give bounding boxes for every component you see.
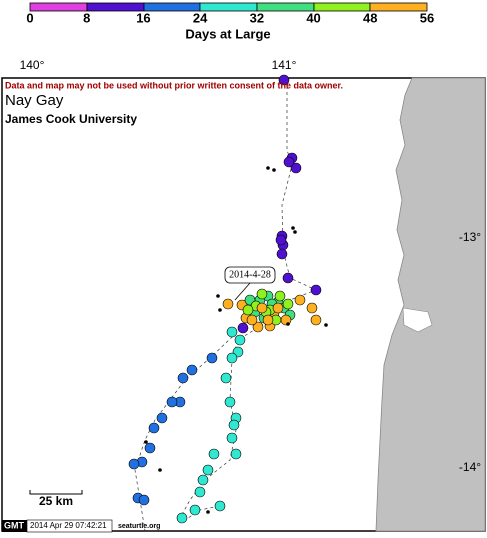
position [197, 474, 209, 486]
position [282, 298, 294, 310]
position [226, 432, 238, 444]
inlet [402, 307, 433, 333]
position [177, 372, 189, 384]
notice: Data and map may not be used without pri… [5, 80, 343, 90]
gmt-box [2, 520, 27, 532]
position [166, 396, 178, 408]
colorbar-tick: 32 [250, 10, 264, 25]
timestamp-box [26, 519, 113, 533]
fix [266, 166, 270, 170]
position [144, 442, 156, 454]
fix [216, 294, 220, 298]
fix [286, 322, 290, 326]
position [310, 314, 322, 326]
fix [293, 230, 297, 234]
fix [218, 308, 222, 312]
position [230, 448, 242, 460]
position [214, 500, 226, 512]
position [234, 334, 246, 346]
colorbar-ticks: 0 8 16 24 32 40 48 56 [26, 10, 434, 25]
colorbar-tick: 16 [136, 10, 150, 25]
position [256, 288, 268, 300]
position [237, 322, 249, 334]
lat-label: -14° [459, 460, 481, 474]
position [294, 294, 306, 306]
lon-label: 141° [272, 58, 297, 72]
position [252, 321, 264, 333]
fix [272, 168, 276, 172]
position [206, 352, 218, 364]
callout: 2014-4-28 [229, 269, 271, 280]
position [276, 248, 288, 260]
land [375, 77, 486, 532]
position [156, 412, 168, 424]
position [290, 162, 302, 174]
position [224, 396, 236, 408]
position [256, 302, 268, 314]
scale-label: 25 km [39, 494, 73, 508]
gmt: GMT [4, 520, 24, 530]
colorbar-tick: 40 [306, 10, 320, 25]
position [138, 494, 150, 506]
position [220, 372, 232, 384]
callout-line [234, 282, 251, 301]
position [262, 314, 274, 326]
colorbar-title: Days at Large [185, 26, 270, 41]
position [128, 458, 140, 470]
position [274, 290, 286, 302]
fix [144, 440, 148, 444]
lat-label: -13° [459, 230, 481, 244]
position [242, 304, 254, 316]
callout-box [224, 266, 276, 284]
title: Nay Gay [5, 92, 64, 109]
fix [158, 468, 162, 472]
subtitle: James Cook University [5, 112, 137, 126]
fix [206, 510, 210, 514]
position [208, 448, 220, 460]
position [186, 364, 198, 376]
position [275, 234, 287, 246]
position [228, 419, 240, 431]
lon-label: 140° [20, 58, 45, 72]
positions [128, 74, 328, 524]
colorbar-tick: 8 [83, 10, 90, 25]
position [194, 486, 206, 498]
position [226, 352, 238, 364]
position [226, 326, 238, 338]
credit: seaturtle.org [118, 523, 160, 530]
colorbar-tick: 56 [420, 10, 434, 25]
colorbar [29, 2, 428, 12]
position [310, 284, 322, 296]
position [282, 272, 294, 284]
position [189, 504, 201, 516]
fix [291, 226, 295, 230]
position [283, 156, 295, 168]
colorbar-tick: 0 [26, 10, 33, 25]
position [246, 314, 258, 326]
colorbar-tick: 48 [363, 10, 377, 25]
position [306, 302, 318, 314]
position [272, 302, 284, 314]
position [278, 74, 290, 86]
fix [324, 323, 328, 327]
position [202, 464, 214, 476]
position [148, 422, 160, 434]
timestamp: 2014 Apr 29 07:42:21 [30, 521, 107, 530]
scale-bar [29, 490, 83, 495]
position [222, 298, 234, 310]
position [176, 512, 188, 524]
colorbar-tick: 24 [193, 10, 208, 25]
